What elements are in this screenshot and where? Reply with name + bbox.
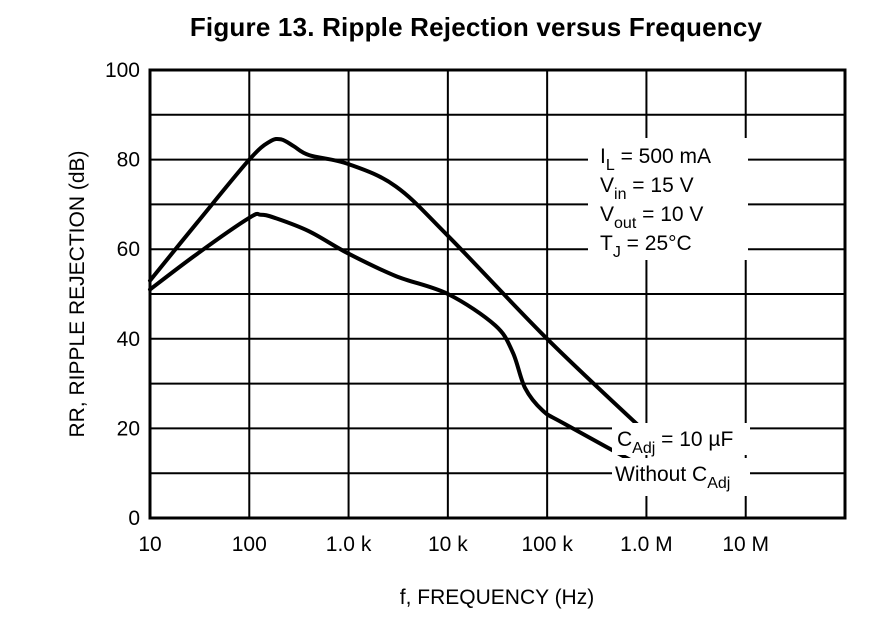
x-tick-label: 100 bbox=[232, 533, 267, 556]
condition-il-subscript: L bbox=[606, 157, 615, 174]
y-axis-label: RR, RIPPLE REJECTION (dB) bbox=[66, 150, 89, 437]
condition-tj-main: T bbox=[600, 232, 613, 255]
series-line-1 bbox=[150, 139, 658, 443]
x-tick-label: 10 k bbox=[428, 533, 468, 556]
series-label-without-cadj-subscript: Adj bbox=[707, 475, 730, 492]
series-line-2 bbox=[150, 214, 658, 474]
x-tick-label: 10 bbox=[138, 533, 161, 556]
x-tick-labels: 10 100 1.0 k 10 k 100 k 1.0 M 10 M bbox=[138, 533, 769, 556]
condition-vin-value: = 15 V bbox=[626, 174, 693, 197]
y-tick-label: 60 bbox=[117, 238, 140, 261]
condition-tj-subscript: J bbox=[613, 244, 621, 261]
x-tick-label: 100 k bbox=[521, 533, 573, 556]
condition-il-value: = 500 mA bbox=[615, 145, 711, 168]
x-tick-label: 1.0 M bbox=[620, 533, 673, 556]
series-label-cadj-subscript: Adj bbox=[632, 440, 655, 457]
y-tick-label: 40 bbox=[117, 328, 140, 351]
x-axis-label: f, FREQUENCY (Hz) bbox=[400, 586, 594, 609]
y-tick-label: 100 bbox=[105, 59, 140, 82]
y-tick-labels: 0 20 40 60 80 100 bbox=[105, 59, 140, 530]
y-tick-label: 80 bbox=[117, 149, 140, 172]
chart-plot: 10 100 1.0 k 10 k 100 k 1.0 M 10 M 0 20 40 60 80 10… bbox=[0, 0, 892, 617]
y-tick-label: 20 bbox=[117, 417, 140, 440]
condition-vin-subscript: in bbox=[614, 186, 626, 203]
y-tick-label: 0 bbox=[128, 507, 140, 530]
condition-vin-main: V bbox=[600, 174, 614, 197]
series-label-cadj-main: C bbox=[617, 428, 632, 451]
condition-vout-subscript: out bbox=[614, 215, 637, 232]
condition-tj-value: = 25°C bbox=[621, 232, 692, 255]
curves bbox=[150, 139, 658, 474]
series-label-cadj-value: = 10 µF bbox=[655, 428, 733, 451]
condition-vout-value: = 10 V bbox=[636, 203, 703, 226]
condition-vout-main: V bbox=[600, 203, 614, 226]
x-tick-label: 10 M bbox=[722, 533, 769, 556]
x-tick-label: 1.0 k bbox=[326, 533, 372, 556]
series-labels: CAdj = 10 µFWithout CAdj bbox=[612, 423, 750, 496]
series-label-without-cadj-main: Without C bbox=[615, 463, 707, 486]
